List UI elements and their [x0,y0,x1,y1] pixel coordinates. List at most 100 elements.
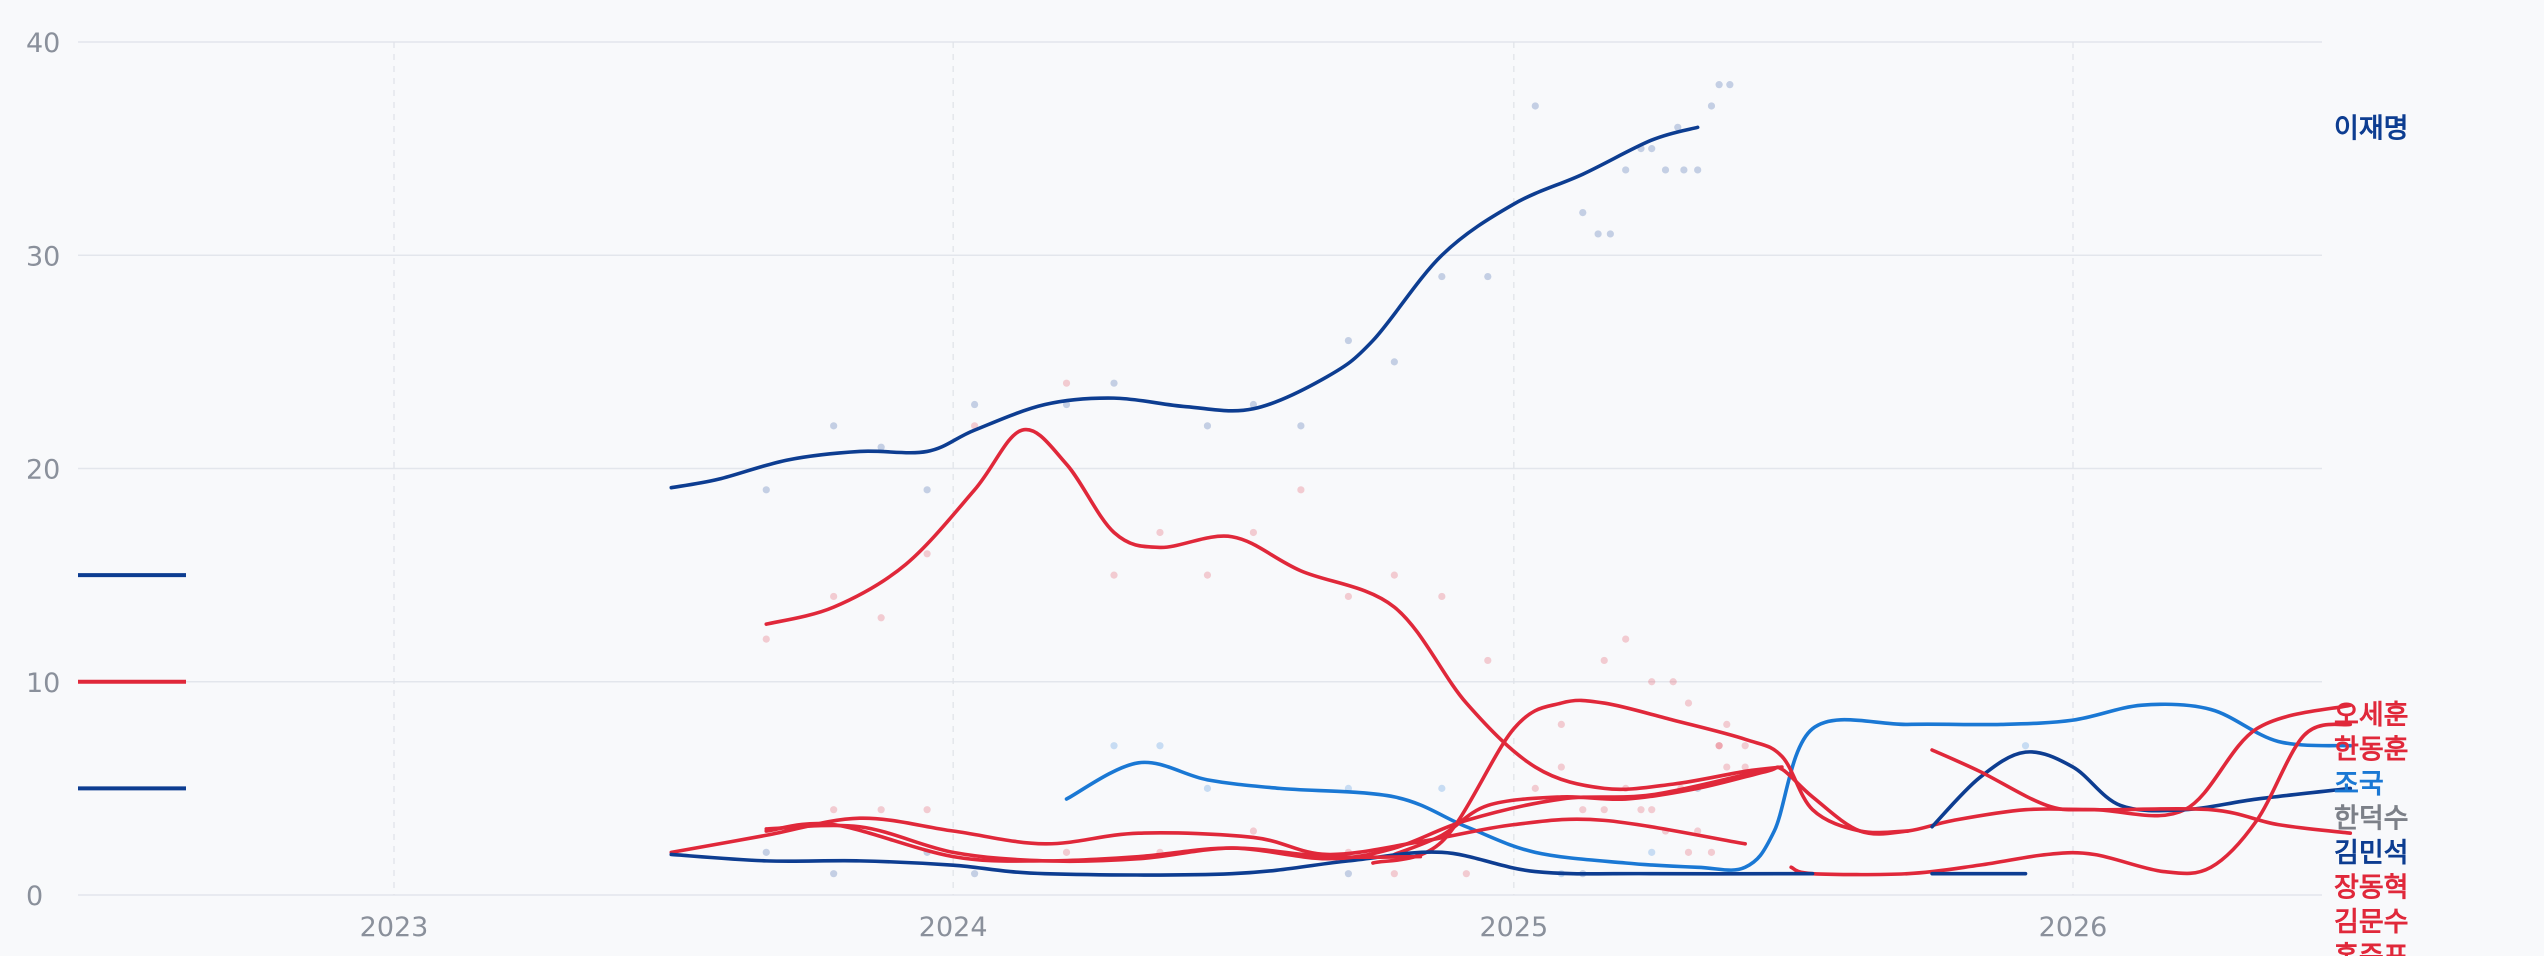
scatter-point [1680,166,1688,174]
scatter-point [1600,656,1608,665]
scatter-point [1438,784,1446,792]
y-tick-label: 30 [26,241,60,272]
x-tick-label: 2026 [2039,912,2108,943]
scatter-point [1249,528,1258,537]
scatter-point [1707,102,1716,110]
scatter-point [1637,806,1645,814]
scatter-point [1249,400,1258,409]
scatter-point [1297,486,1305,494]
scatter-point [830,592,838,601]
scatter-point [1249,827,1258,835]
scatter-point [1648,678,1656,686]
series-end-label: 김민석 [2334,838,2409,869]
scatter-point [1726,81,1734,89]
scatter-point [1715,742,1723,750]
scatter-point [1622,635,1630,643]
series-line-7 [1789,722,2353,877]
scatter-point [971,400,979,409]
x-tick-label: 2023 [360,912,429,943]
scatter-point [1674,123,1682,131]
scatter-point [830,422,838,430]
scatter-point [1390,571,1398,579]
y-tick-label: 10 [26,668,60,699]
scatter-point [1669,678,1677,686]
scatter-point [2021,742,2030,750]
series-line-10 [764,769,1761,863]
scatter-point [1622,166,1630,174]
scatter-point [830,870,838,878]
series-line-11 [764,823,1423,864]
series-line-4 [1371,698,1910,865]
series-line-0 [669,125,1700,490]
scatter-point [1531,102,1539,110]
scatter-point [1723,763,1731,771]
scatter-point [1203,422,1212,430]
series-end-label: 오세훈 [2334,700,2409,731]
scatter-point [1715,742,1723,750]
scatter-point [762,635,770,643]
scatter-point [1707,848,1716,856]
scatter-point [923,550,931,558]
series-end-label: 한덕수 [2334,804,2409,835]
series-line-8 [669,816,1747,857]
scatter-point [1594,230,1602,238]
scatter-point [1344,592,1352,601]
scatter-point [1557,763,1565,771]
scatter-point [1438,592,1446,601]
scatter-point [923,806,931,814]
scatter-point [1648,145,1656,153]
y-tick-label: 40 [26,28,60,59]
scatter-point [1390,358,1398,366]
scatter-point [1684,848,1693,856]
scatter-point [971,870,979,878]
scatter-point [1110,379,1118,387]
series-line-6 [1930,748,2353,835]
scatter-point [1062,379,1071,387]
scatter-point [1715,81,1723,89]
scatter-point [1110,742,1118,750]
series-line-2 [1392,703,2353,857]
x-tick-label: 2024 [919,912,988,943]
scatter-point [1579,806,1587,814]
scatter-point [1648,848,1656,856]
scatter-point [1557,720,1565,729]
scatter-point [1203,784,1212,792]
scatter-point [1661,166,1670,174]
scatter-point [1723,720,1731,729]
scatter-point [1684,699,1693,707]
scatter-point [1606,230,1614,238]
scatter-point [923,486,931,494]
scatter-point [1600,806,1608,814]
scatter-point [1390,870,1398,878]
scatter-point [1694,827,1702,835]
scatter-point [830,806,838,814]
scatter-point [1297,422,1305,430]
scatter-point [1462,870,1470,878]
scatter-point [1156,528,1164,537]
scatter-point [1438,272,1446,281]
scatter-point [1741,742,1749,750]
scatter-point [1694,166,1702,174]
series-end-label: 이재명 [2334,113,2409,144]
scatter-point [1648,806,1656,814]
scatter-point [1741,763,1749,771]
series-end-label: 김문수 [2334,907,2409,938]
scatter-point [1156,742,1164,750]
scatter-point [877,443,885,451]
scatter-point [877,806,885,814]
scatter-point [762,848,770,856]
scatter-point [1484,272,1492,281]
y-tick-label: 0 [26,881,43,912]
series-end-label: 한동훈 [2334,735,2409,766]
scatter-point [877,614,885,622]
y-tick-label: 20 [26,455,60,486]
series-end-label: 조국 [2334,769,2384,800]
x-tick-label: 2025 [1479,912,1548,943]
series-end-label: 홍준표 [2334,942,2409,956]
scatter-point [1344,870,1352,878]
series-line-9 [669,850,1815,877]
scatter-point [1344,336,1352,345]
scatter-point [1531,784,1539,792]
